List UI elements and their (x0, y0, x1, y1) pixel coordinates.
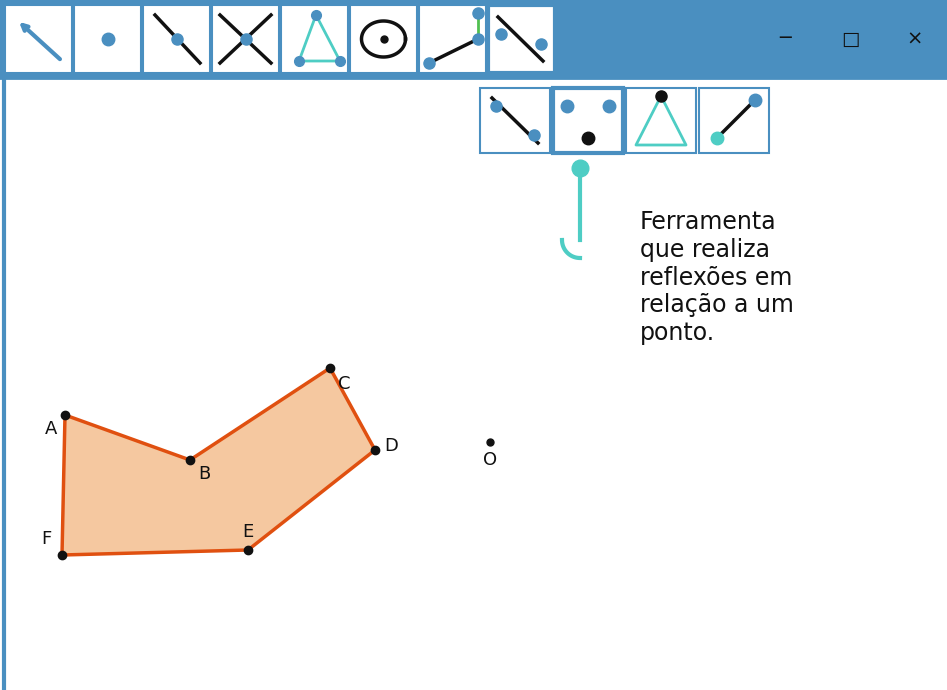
Bar (626, 88, 696, 153)
Text: ×: × (907, 30, 923, 48)
Text: D: D (384, 437, 398, 455)
Polygon shape (62, 368, 375, 555)
Text: C: C (338, 375, 350, 393)
Bar (488, 5, 555, 73)
Bar (699, 88, 769, 153)
Bar (143, 5, 210, 73)
Bar (480, 88, 550, 153)
Text: ─: ─ (779, 30, 791, 48)
Text: F: F (41, 530, 51, 548)
Bar (350, 5, 417, 73)
Bar (419, 5, 486, 73)
Bar (74, 5, 141, 73)
Text: A: A (45, 420, 57, 438)
Text: Ferramenta
que realiza
reflexões em
relação a um
ponto.: Ferramenta que realiza reflexões em rela… (640, 210, 794, 345)
Text: □: □ (841, 30, 859, 48)
Bar (212, 5, 279, 73)
Bar (553, 88, 623, 153)
Bar (281, 5, 348, 73)
Text: B: B (198, 465, 210, 483)
Bar (5, 5, 72, 73)
Bar (0, 0, 947, 78)
Text: O: O (483, 451, 497, 469)
Text: E: E (242, 523, 254, 541)
